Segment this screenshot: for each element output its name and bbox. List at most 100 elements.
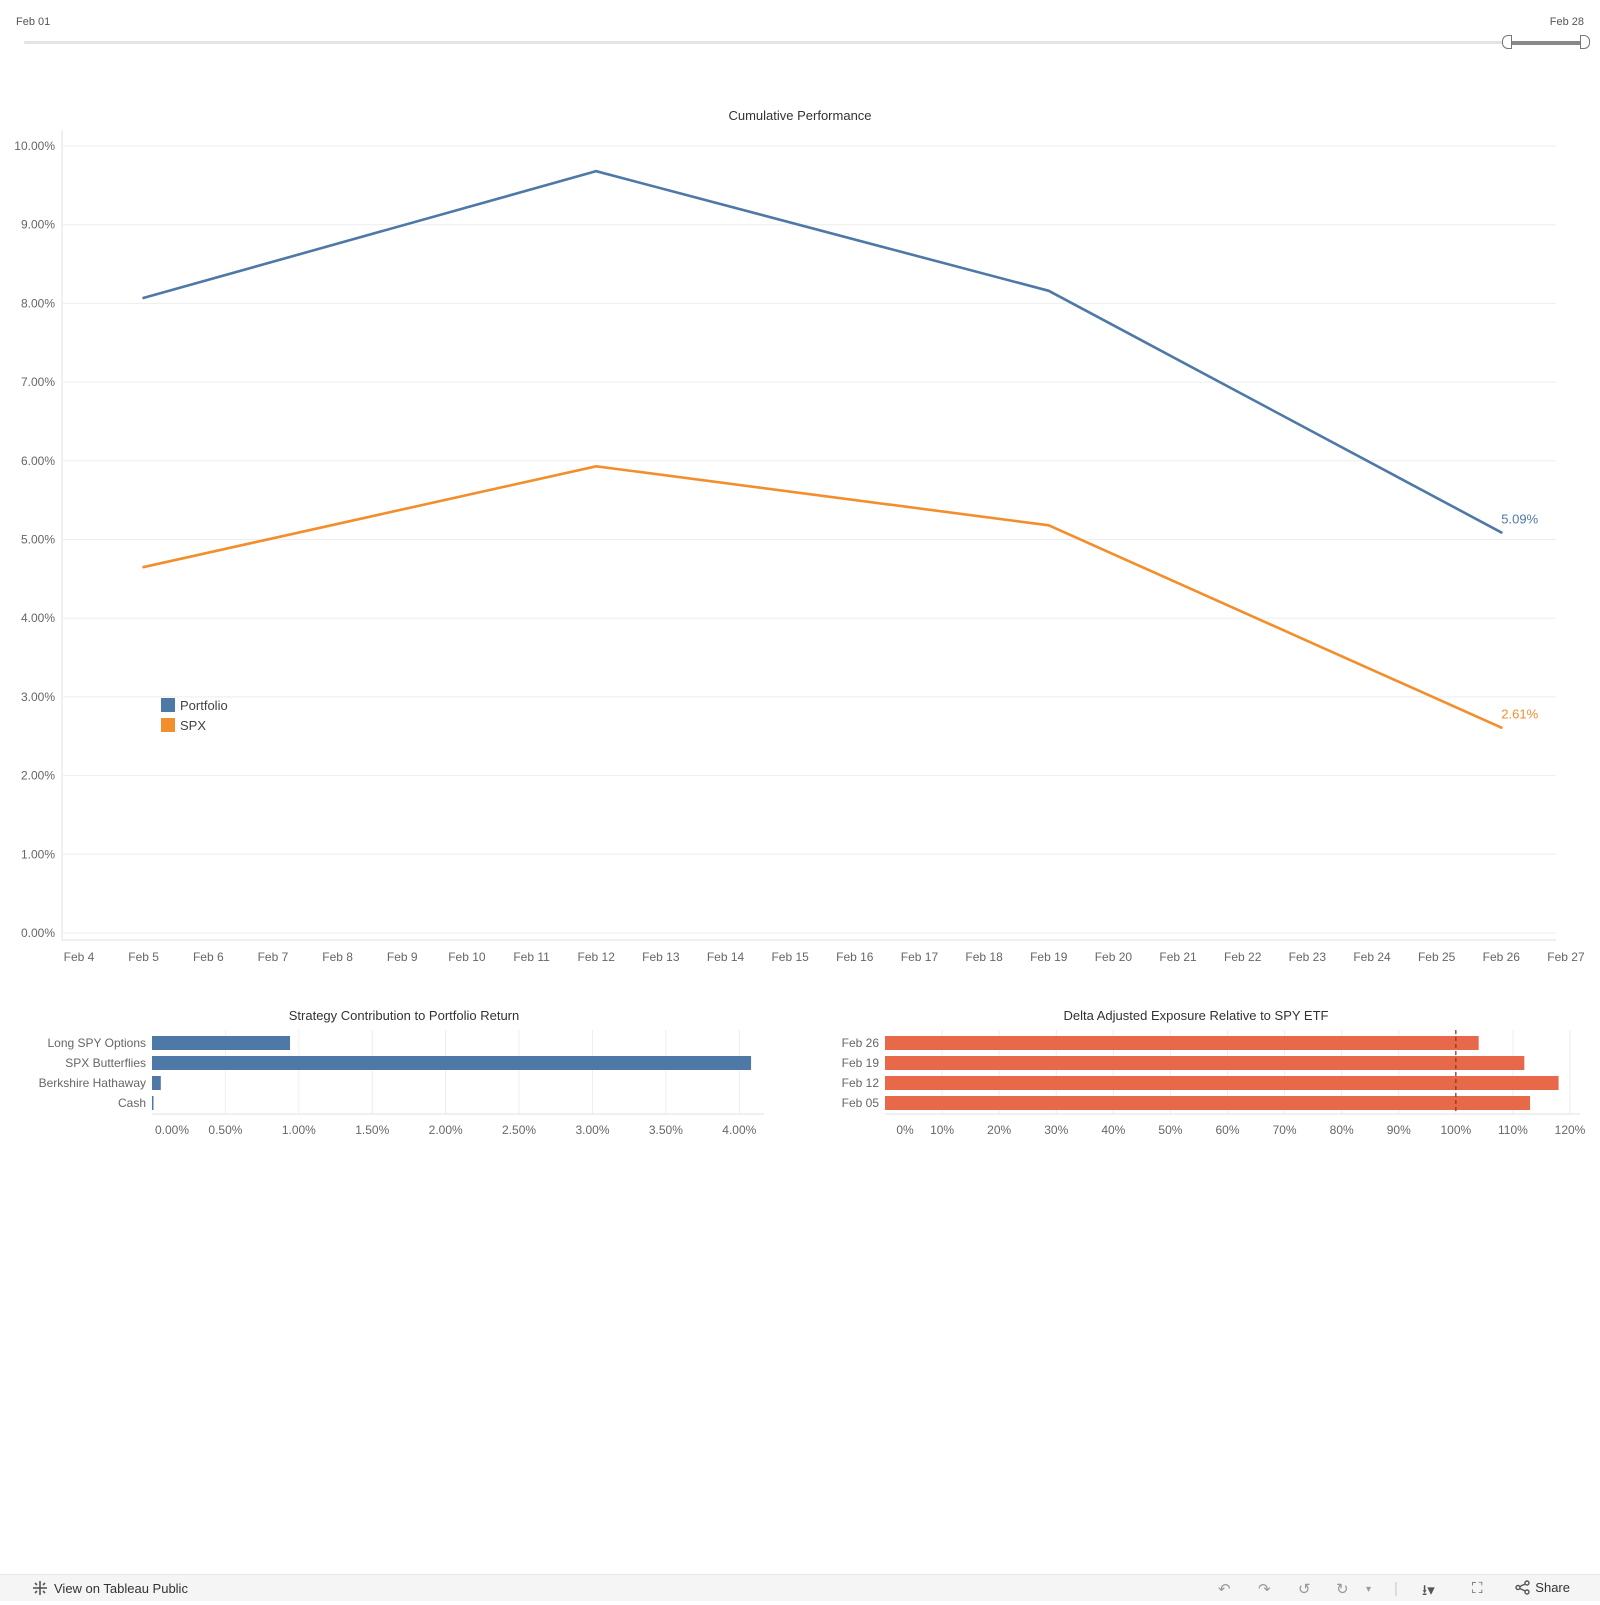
strategy-x-tick: 0.00% [155,1123,189,1137]
line-chart-y-tick: 9.00% [21,218,55,232]
legend-label-portfolio: Portfolio [180,698,228,713]
revert-icon[interactable]: ↺ [1298,1581,1311,1598]
exposure-x-tick: 0% [896,1123,914,1137]
filter-start-label: Feb 01 [16,16,51,28]
legend-label-spx: SPX [180,718,206,733]
line-chart-y-tick: 5.00% [21,533,55,547]
strategy-category-label: Long SPY Options [47,1036,146,1050]
line-chart-x-tick: Feb 9 [387,950,418,964]
line-point-portfolio [1500,531,1503,534]
exposure-x-tick: 50% [1158,1123,1182,1137]
legend-swatch-spx [161,718,175,732]
toolbar-divider: | [1394,1580,1398,1597]
line-chart-x-tick: Feb 17 [901,950,939,964]
tableau-toolbar: View on Tableau Public ↶ ↷ ↺ ↻ ▾ | ⭳▾ ⛶ … [0,1574,1600,1601]
line-chart-y-tick: 4.00% [21,611,55,625]
exposure-chart-title: Delta Adjusted Exposure Relative to SPY … [1064,1008,1329,1023]
line-chart-x-tick: Feb 21 [1159,950,1197,964]
line-chart-x-tick: Feb 6 [193,950,224,964]
download-icon[interactable]: ⭳▾ [1422,1582,1435,1599]
exposure-x-tick: 30% [1044,1123,1068,1137]
cumulative-performance-chart: Cumulative Performance 0.00% 1.00% 2.00% 3.… [14,108,1585,964]
strategy-contribution-chart: Strategy Contribution to Portfolio Retur… [39,1008,764,1137]
line-chart-x-tick: Feb 18 [965,950,1003,964]
line-series-spx [142,465,1503,729]
exposure-x-tick: 120% [1555,1123,1586,1137]
exposure-bar [885,1076,1559,1090]
strategy-x-tick: 3.50% [649,1123,683,1137]
share-icon [1515,1580,1530,1595]
strategy-chart-title: Strategy Contribution to Portfolio Retur… [289,1008,520,1023]
undo-icon[interactable]: ↶ [1218,1581,1231,1598]
exposure-x-tick: 40% [1101,1123,1125,1137]
filter-slider-track[interactable] [24,40,1586,45]
redo-icon[interactable]: ↷ [1258,1581,1271,1598]
line-point-portfolio [142,296,145,300]
strategy-bar [152,1036,291,1050]
line-chart-x-tick: Feb 19 [1030,950,1068,964]
line-end-label-spx: 2.61% [1501,707,1538,722]
strategy-category-label: SPX Butterflies [65,1056,146,1070]
exposure-category-label: Feb 26 [842,1036,880,1050]
exposure-category-label: Feb 12 [842,1076,880,1090]
strategy-x-tick: 1.50% [355,1123,389,1137]
exposure-category-label: Feb 05 [842,1096,880,1110]
exposure-x-tick: 60% [1215,1123,1239,1137]
line-chart-y-tick: 1.00% [21,847,55,861]
line-chart-x-tick: Feb 24 [1353,950,1391,964]
strategy-bar [152,1096,154,1110]
strategy-x-tick: 3.00% [575,1123,609,1137]
line-chart-y-tick: 2.00% [21,769,55,783]
filter-slider-start-handle[interactable] [1501,35,1512,49]
filter-slider-end-handle[interactable] [1580,35,1590,49]
line-point-spx [594,465,598,468]
share-label: Share [1535,1580,1570,1595]
date-range-filter: Feb 01 Feb 28 [0,0,1600,60]
line-point-spx [1047,524,1051,527]
dashboard-charts: Cumulative Performance 0.00% 1.00% 2.00% 3.… [14,108,1586,1137]
line-chart-x-tick: Feb 11 [513,950,550,964]
line-chart-y-tick: 8.00% [21,296,55,310]
exposure-bar [885,1056,1525,1070]
strategy-category-label: Berkshire Hathaway [39,1076,146,1090]
line-chart-x-tick: Feb 5 [128,950,159,964]
strategy-x-tick: 2.00% [429,1123,463,1137]
line-chart-y-tick: 6.00% [21,454,55,468]
pause-dropdown-icon[interactable]: ▾ [1366,1584,1372,1595]
line-chart-y-tick: 7.00% [21,375,55,389]
line-chart-x-tick: Feb 15 [771,950,809,964]
line-chart-x-tick: Feb 14 [707,950,745,964]
line-chart-legend: Portfolio SPX [161,698,228,733]
view-on-tableau-link[interactable]: View on Tableau Public [32,1580,188,1596]
strategy-x-tick: 4.00% [722,1123,756,1137]
share-button[interactable]: Share [1515,1580,1570,1595]
line-chart-x-tick: Feb 16 [836,950,874,964]
line-chart-x-tick: Feb 25 [1418,950,1456,964]
line-end-label-portfolio: 5.09% [1501,511,1538,526]
tableau-logo-icon [33,1581,47,1595]
legend-swatch-portfolio [161,698,175,712]
exposure-category-label: Feb 19 [842,1056,880,1070]
exposure-x-tick: 110% [1498,1123,1528,1137]
fullscreen-icon[interactable]: ⛶ [1472,1580,1483,1597]
line-chart-x-tick: Feb 27 [1547,950,1585,964]
strategy-x-tick: 2.50% [502,1123,536,1137]
line-point-spx [142,565,145,569]
line-series-portfolio [142,169,1503,534]
strategy-bar [152,1056,752,1070]
line-chart-x-tick: Feb 4 [64,950,95,964]
line-chart-x-tick: Feb 22 [1224,950,1262,964]
line-point-portfolio [1047,289,1051,293]
line-chart-x-tick: Feb 12 [578,950,616,964]
filter-slider-range [1507,40,1586,45]
line-chart-x-tick: Feb 8 [322,950,353,964]
view-on-tableau-label: View on Tableau Public [54,1580,188,1596]
line-chart-title: Cumulative Performance [728,108,871,123]
exposure-x-tick: 10% [930,1123,954,1137]
exposure-x-tick: 100% [1440,1123,1471,1137]
line-chart-x-tick: Feb 10 [448,950,486,964]
exposure-x-tick: 70% [1273,1123,1297,1137]
line-chart-x-tick: Feb 7 [258,950,289,964]
refresh-icon[interactable]: ↻ [1336,1581,1349,1598]
delta-exposure-chart: Delta Adjusted Exposure Relative to SPY … [842,1008,1586,1137]
